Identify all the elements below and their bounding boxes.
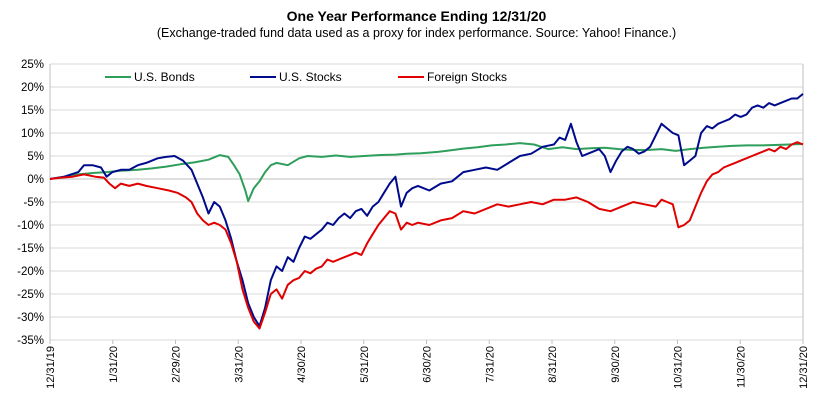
x-tick-label: 7/31/20	[484, 346, 496, 383]
y-tick-label: 15%	[21, 105, 44, 117]
x-tick-label: 12/31/19	[45, 346, 57, 389]
chart-title: One Year Performance Ending 12/31/20	[286, 8, 547, 24]
x-tick-label: 8/31/20	[547, 346, 559, 383]
series-line-u-s-stocks	[49, 93, 804, 328]
x-tick-label: 11/30/20	[735, 346, 747, 388]
x-tick-label: 10/31/20	[673, 346, 685, 389]
legend-label: U.S. Stocks	[279, 70, 342, 84]
y-tick-label: -5%	[24, 197, 44, 209]
x-tick-label: 9/30/20	[610, 346, 622, 383]
series-line-u-s-bonds	[49, 142, 804, 203]
y-tick-label: -30%	[17, 312, 44, 324]
y-tick-label: 0%	[27, 174, 44, 186]
chart-subtitle: (Exchange-traded fund data used as a pro…	[156, 26, 677, 40]
y-tick-label: -15%	[17, 243, 44, 255]
y-tick-label: -10%	[17, 220, 44, 232]
y-tick-label: -20%	[17, 266, 44, 278]
y-tick-label: 20%	[21, 82, 44, 94]
x-tick-label: 12/31/20	[798, 346, 810, 389]
y-tick-label: -35%	[17, 335, 44, 347]
y-tick-label: -25%	[17, 289, 44, 301]
x-tick-label: 3/31/20	[233, 346, 245, 383]
y-tick-label: 5%	[27, 151, 44, 163]
y-tick-label: 10%	[21, 128, 44, 140]
x-tick-label: 6/30/20	[422, 346, 434, 383]
legend-label: Foreign Stocks	[427, 70, 507, 84]
x-tick-label: 1/31/20	[108, 346, 120, 383]
legend-label: U.S. Bonds	[134, 70, 195, 84]
x-tick-label: 4/30/20	[296, 346, 308, 383]
y-tick-label: 25%	[21, 59, 44, 71]
x-tick-label: 5/31/20	[359, 346, 371, 383]
x-tick-label: 2/29/20	[171, 346, 183, 383]
series-line-foreign-stocks	[49, 141, 804, 330]
